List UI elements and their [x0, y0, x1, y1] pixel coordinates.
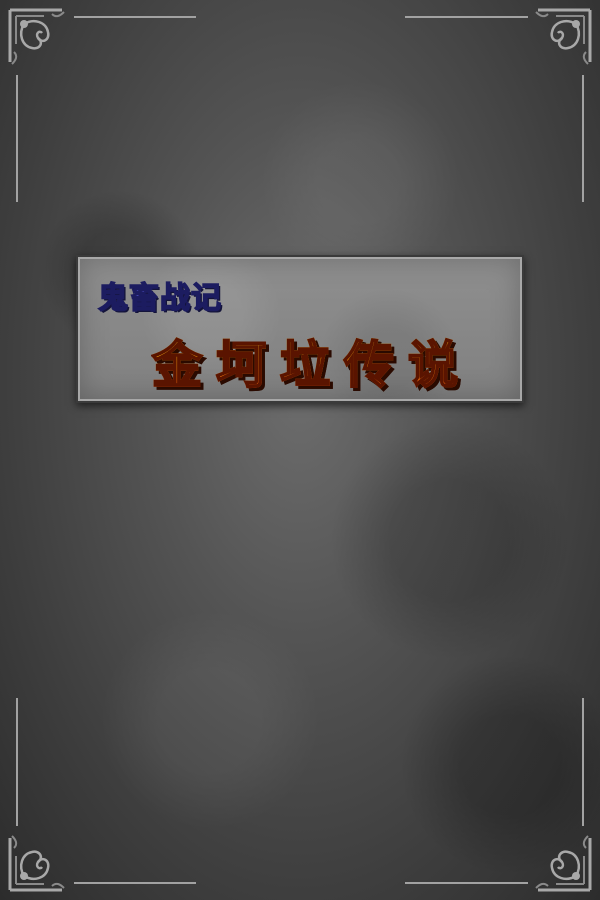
- title-panel: 鬼畜战记 金坷垃传说: [76, 255, 524, 403]
- corner-ornament-icon: [534, 8, 592, 66]
- corner-ornament-icon: [534, 834, 592, 892]
- corner-ornament-icon: [8, 834, 66, 892]
- game-title: 金坷垃传说: [151, 325, 472, 397]
- corner-ornament-icon: [8, 8, 66, 66]
- game-subtitle: 鬼畜战记: [97, 280, 222, 317]
